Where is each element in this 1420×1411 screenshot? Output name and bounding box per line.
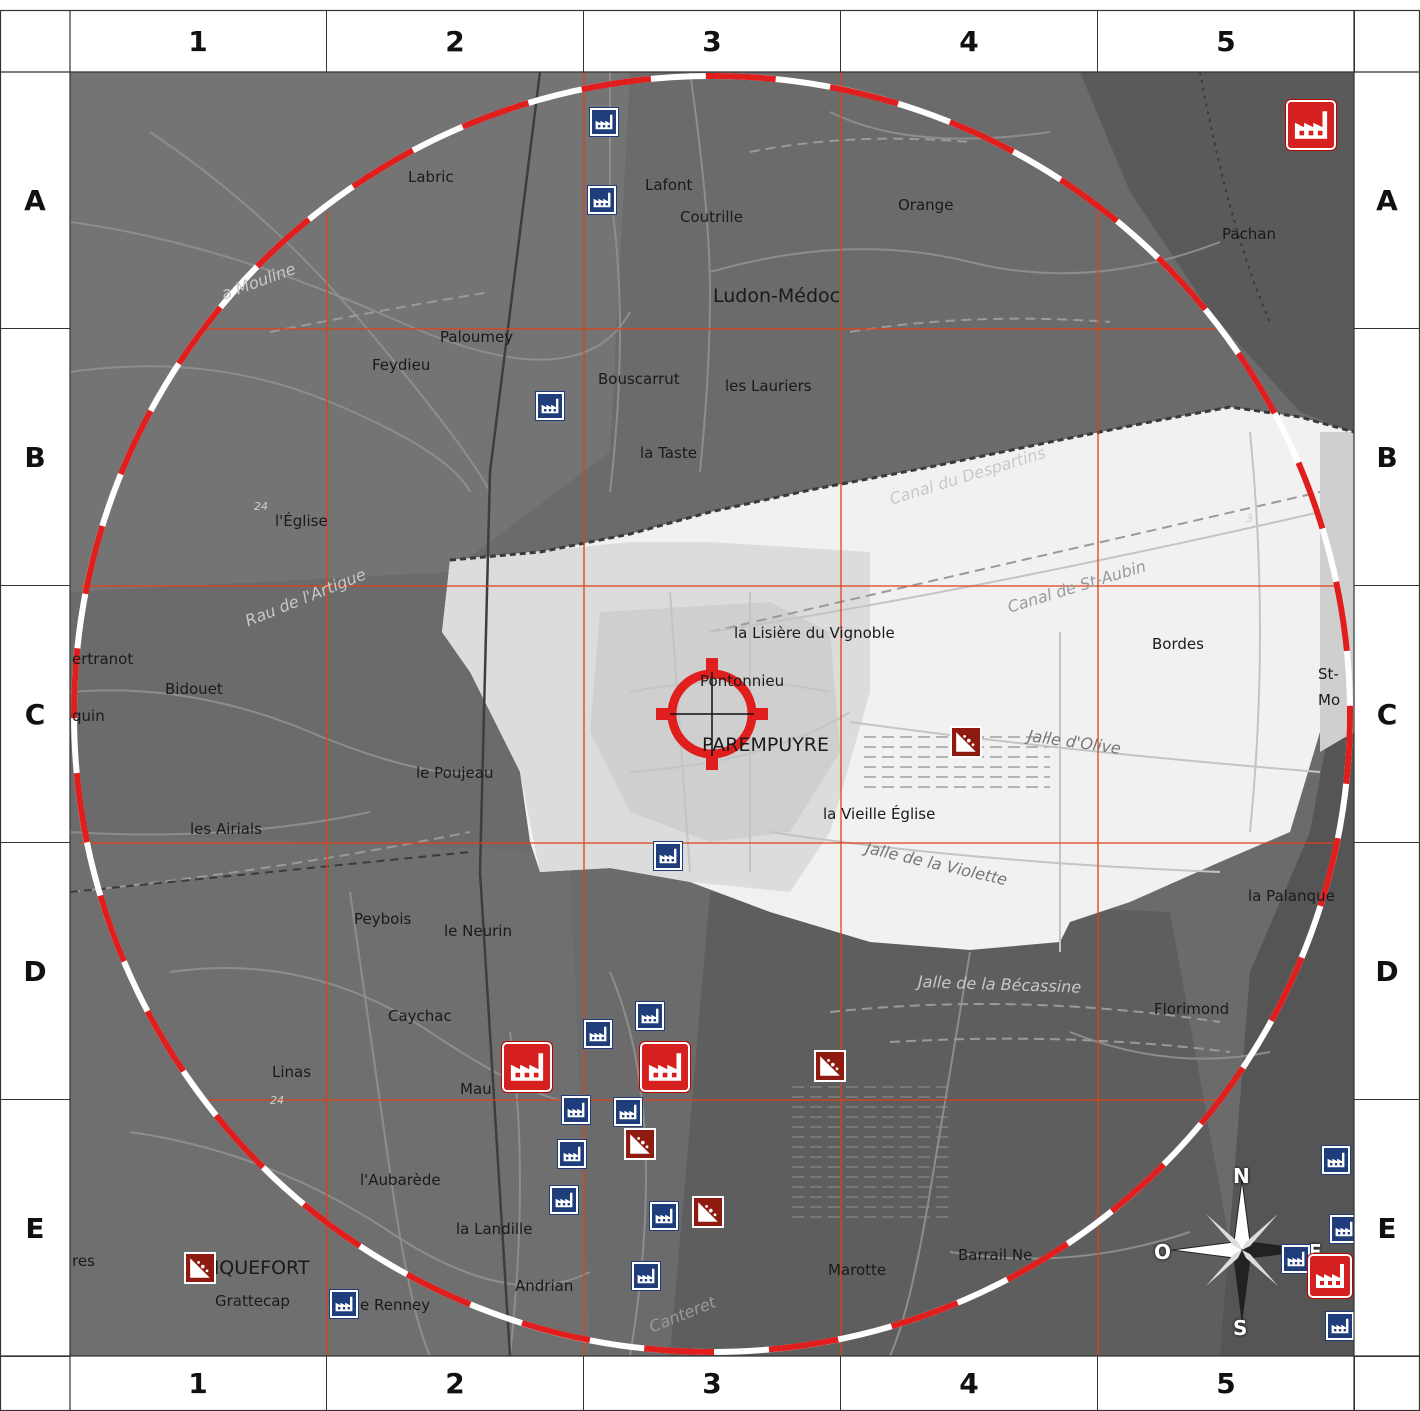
place-label-landille: la Landille bbox=[456, 1220, 533, 1238]
factory-icon[interactable] bbox=[558, 1140, 586, 1168]
place-label-labric: Labric bbox=[408, 168, 454, 186]
factory-icon[interactable] bbox=[330, 1290, 358, 1318]
place-label-lafont: Lafont bbox=[645, 176, 693, 194]
factory-icon[interactable] bbox=[636, 1002, 664, 1030]
column-header-top: 2 bbox=[327, 10, 584, 72]
marsh-area bbox=[790, 1082, 950, 1222]
spot-height-label: 3 bbox=[1246, 512, 1253, 525]
terrain-patch bbox=[70, 832, 590, 1356]
place-label-poujeau: le Poujeau bbox=[416, 764, 494, 782]
row-header-left: A bbox=[0, 72, 70, 329]
place-label-bidouet: Bidouet bbox=[165, 680, 223, 698]
rockfall-hazard-icon[interactable] bbox=[624, 1128, 656, 1160]
place-label-coutrille: Coutrille bbox=[680, 208, 743, 226]
column-header-bottom: 2 bbox=[327, 1356, 584, 1411]
spot-height-label: 24 bbox=[254, 500, 268, 513]
row-header-left: C bbox=[0, 586, 70, 843]
column-header-top: 1 bbox=[70, 10, 327, 72]
place-label-palanque: la Palanque bbox=[1248, 887, 1335, 905]
place-label-res: res bbox=[72, 1252, 95, 1270]
row-header-right: D bbox=[1354, 843, 1420, 1100]
place-label-paloumey: Paloumey bbox=[440, 328, 514, 346]
place-label-airials: les Airials bbox=[190, 820, 262, 838]
place-label-quin: quin bbox=[72, 707, 105, 725]
column-header-top: 3 bbox=[584, 10, 841, 72]
place-label-andrian: Andrian bbox=[515, 1277, 574, 1295]
column-header-top: 5 bbox=[1098, 10, 1355, 72]
factory-icon[interactable] bbox=[584, 1020, 612, 1048]
factory-icon[interactable] bbox=[1322, 1146, 1350, 1174]
factory-icon[interactable] bbox=[614, 1098, 642, 1126]
large-factory-icon[interactable] bbox=[502, 1042, 552, 1092]
row-header-left: B bbox=[0, 329, 70, 586]
rockfall-hazard-icon[interactable] bbox=[692, 1196, 724, 1228]
column-header-bottom: 5 bbox=[1098, 1356, 1355, 1411]
spot-height-label: 24 bbox=[270, 1094, 284, 1107]
place-label-pontonnieu: Pontonnieu bbox=[700, 672, 785, 690]
factory-icon[interactable] bbox=[650, 1202, 678, 1230]
place-label-bordes: Bordes bbox=[1152, 635, 1204, 653]
row-header-right: E bbox=[1354, 1100, 1420, 1357]
place-label-lataste: la Taste bbox=[640, 444, 697, 462]
place-label-florimond: Florimond bbox=[1154, 1000, 1230, 1018]
row-header-left: E bbox=[0, 1100, 70, 1357]
place-label-barrail: Barrail Ne bbox=[958, 1246, 1033, 1264]
place-label-parempuyre: PAREMPUYRE bbox=[702, 734, 830, 756]
factory-icon[interactable] bbox=[1282, 1245, 1310, 1273]
place-label-marotte: Marotte bbox=[828, 1261, 887, 1279]
factory-icon[interactable] bbox=[654, 842, 682, 870]
place-label-pachan: Pachan bbox=[1222, 225, 1277, 243]
large-factory-icon[interactable] bbox=[640, 1042, 690, 1092]
place-label-lisiere: la Lisière du Vignoble bbox=[734, 624, 895, 642]
rockfall-hazard-icon[interactable] bbox=[950, 726, 982, 758]
column-header-bottom: 1 bbox=[70, 1356, 327, 1411]
factory-icon[interactable] bbox=[1326, 1312, 1354, 1340]
place-label-vieilleeglise: la Vieille Église bbox=[823, 805, 936, 823]
compass-north-label: N bbox=[1233, 1164, 1250, 1188]
large-factory-icon[interactable] bbox=[1308, 1254, 1352, 1298]
factory-icon[interactable] bbox=[590, 108, 618, 136]
row-header-right: B bbox=[1354, 329, 1420, 586]
factory-icon[interactable] bbox=[588, 186, 616, 214]
row-header-right: A bbox=[1354, 72, 1420, 329]
large-factory-icon[interactable] bbox=[1286, 100, 1336, 150]
column-header-bottom: 3 bbox=[584, 1356, 841, 1411]
place-label-caychac: Caychac bbox=[388, 1007, 452, 1025]
column-header-bottom: 4 bbox=[841, 1356, 1098, 1411]
place-label-feydieu: Feydieu bbox=[372, 356, 431, 374]
map-canvas bbox=[70, 72, 1354, 1356]
place-label-peybois: Peybois bbox=[354, 910, 412, 928]
row-header-left: D bbox=[0, 843, 70, 1100]
place-label-orange: Orange bbox=[898, 196, 954, 214]
factory-icon[interactable] bbox=[550, 1186, 578, 1214]
place-label-grattecap: Grattecap bbox=[215, 1292, 290, 1310]
place-label-ludon: Ludon-Médoc bbox=[713, 285, 841, 307]
place-label-aubarede: l'Aubarède bbox=[360, 1171, 441, 1189]
factory-icon[interactable] bbox=[536, 392, 564, 420]
place-label-linas: Linas bbox=[272, 1063, 312, 1081]
place-label-stmo2: Mo bbox=[1318, 691, 1341, 709]
place-label-lauriers: les Lauriers bbox=[725, 377, 812, 395]
compass-south-label: S bbox=[1233, 1316, 1248, 1340]
place-label-stmo: St- bbox=[1318, 665, 1339, 683]
place-label-leglise: l'Église bbox=[275, 512, 328, 530]
place-label-neurin: le Neurin bbox=[444, 922, 512, 940]
place-label-bertranot: ertranot bbox=[72, 650, 134, 668]
rockfall-hazard-icon[interactable] bbox=[814, 1050, 846, 1082]
terrain-patch bbox=[670, 892, 1250, 1356]
factory-icon[interactable] bbox=[632, 1262, 660, 1290]
place-label-bouscarrut: Bouscarrut bbox=[598, 370, 680, 388]
rockfall-hazard-icon[interactable] bbox=[184, 1252, 216, 1284]
place-label-renney: e Renney bbox=[360, 1296, 431, 1314]
place-label-mau: Mau bbox=[460, 1080, 492, 1098]
column-header-top: 4 bbox=[841, 10, 1098, 72]
row-header-right: C bbox=[1354, 586, 1420, 843]
compass-west-label: O bbox=[1154, 1240, 1172, 1264]
factory-icon[interactable] bbox=[562, 1096, 590, 1124]
